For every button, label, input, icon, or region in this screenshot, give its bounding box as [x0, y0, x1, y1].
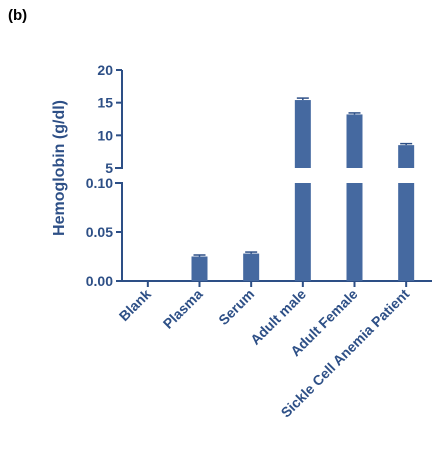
- y-tick-lower-0: 0.00: [86, 273, 113, 289]
- bar-5: [398, 145, 415, 168]
- category-label-2: Serum: [215, 286, 257, 328]
- y-tick-upper-0: 5: [105, 160, 113, 176]
- bar-1: [191, 256, 208, 281]
- bar-lower-5: [398, 183, 415, 281]
- y-tick-upper-3: 20: [97, 62, 113, 78]
- y-ticks: 0.00 0.05 0.105 10 15 20: [86, 62, 122, 289]
- bar-4: [346, 114, 363, 168]
- y-tick-lower-1: 0.05: [86, 224, 113, 240]
- y-axis-label: Hemoglobin (g/dl): [51, 100, 68, 236]
- bars: [146, 97, 415, 287]
- y-tick-lower-2: 0.10: [86, 175, 113, 191]
- bar-lower-3: [294, 183, 311, 281]
- bar-lower-4: [346, 183, 363, 281]
- y-tick-upper-1: 10: [97, 127, 113, 143]
- category-label-1: Plasma: [160, 286, 206, 332]
- bar-3: [294, 100, 311, 168]
- category-label-0: Blank: [116, 286, 154, 324]
- panel-label: (b): [8, 7, 27, 24]
- axes: [115, 70, 432, 282]
- bar-2: [243, 253, 260, 281]
- y-tick-upper-2: 15: [97, 95, 113, 111]
